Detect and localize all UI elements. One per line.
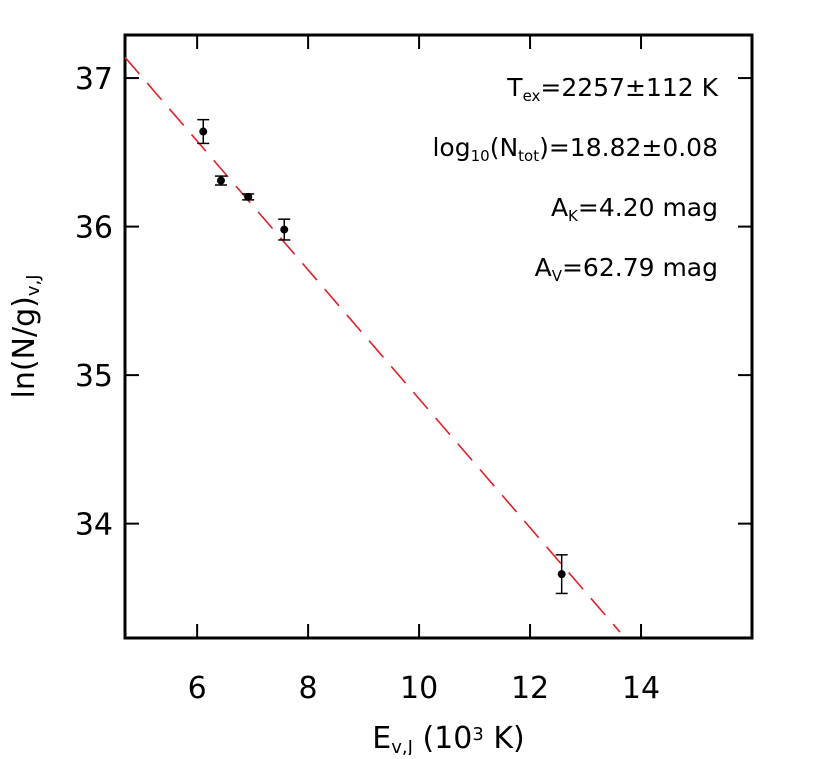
text-part: log [432,133,470,162]
x-tick-label: 14 [622,671,660,706]
x-tick-label: 6 [188,671,207,706]
text-part: v,J [391,737,413,755]
text-part: E [372,721,391,755]
x-axis-label: Ev,J (103 K) [372,721,524,755]
y-tick-label: 34 [75,508,113,543]
fit-line [124,56,621,633]
point [216,176,225,185]
text-part: A [551,193,568,222]
point [280,225,289,234]
x-tick-label: 8 [299,671,318,706]
y-tick-label: 36 [75,211,113,246]
y-tick-label: 35 [75,359,113,394]
x-tick-label: 10 [400,671,438,706]
x-tick-label: 12 [511,671,549,706]
annotation: log10(Ntot)=18.82±0.08 [432,133,718,165]
text-part: K [568,207,579,225]
text-part: =2257±112 K [540,73,718,102]
point [557,570,566,579]
text-part: V [552,267,563,285]
annotation: AK=4.20 mag [551,193,718,225]
text-part: )=18.82±0.08 [539,133,718,162]
text-part: T [506,73,523,102]
text-part: 3 [472,724,483,745]
text-part: =62.79 mag [562,253,718,282]
point [244,192,253,201]
text-part: ln(N/g) [7,296,42,398]
text-part: A [535,253,552,282]
text-part: =4.20 mag [578,193,718,222]
text-part: 10 [471,147,490,165]
y-axis-label: ln(N/g)v,J [7,274,44,398]
text-part: tot [518,147,539,165]
plot-frame [123,33,754,640]
text-part: (N [490,133,518,162]
text-part: v,J [23,274,44,296]
text-part: ex [523,87,541,105]
text-part: K) [484,721,525,755]
text-part: (10 [413,721,472,755]
y-tick-label: 37 [75,62,113,97]
point [199,127,208,136]
annotation: AV=62.79 mag [535,253,718,285]
annotation: Tex=2257±112 K [506,73,718,105]
